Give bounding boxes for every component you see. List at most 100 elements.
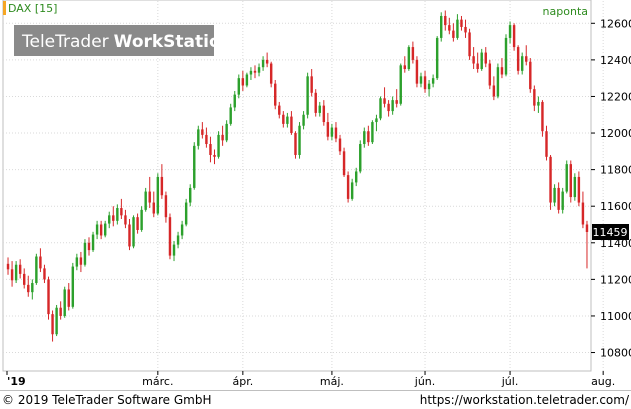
candle [537, 96, 540, 113]
candle-body [55, 307, 58, 335]
candle-body [411, 47, 415, 60]
candle [334, 122, 338, 143]
candle [176, 231, 180, 249]
candlestick-chart: 10800 11000 11200 11400 11600 11800 12000 12200… [2, 0, 631, 388]
candle-body [27, 284, 30, 293]
candle-body [476, 63, 479, 70]
candle-body [375, 118, 378, 123]
last-value-marker: 11459 [592, 223, 629, 240]
candle [253, 65, 257, 79]
source-url[interactable]: https://workstation.teletrader.com/ [419, 393, 629, 407]
candle [302, 111, 305, 130]
candle-body [322, 105, 326, 123]
candle [217, 131, 220, 159]
candle [359, 140, 362, 174]
candle [35, 253, 38, 285]
candle-body [120, 208, 123, 216]
candle-body [132, 217, 135, 247]
candle [71, 262, 75, 309]
candle-body [63, 289, 66, 316]
candle-body [520, 56, 524, 71]
candle [249, 67, 253, 80]
candle [488, 59, 492, 90]
candle [585, 220, 589, 269]
symbol-label[interactable]: DAX [15] [8, 2, 57, 15]
candle [51, 310, 54, 342]
candle [354, 167, 358, 187]
candle-body [14, 264, 18, 281]
candle [322, 100, 326, 126]
candle-body [326, 122, 330, 137]
candle-body [225, 123, 228, 141]
candle [116, 204, 119, 225]
candle-body [172, 244, 176, 256]
candle-body [407, 47, 411, 70]
candle [363, 127, 366, 148]
candle [367, 125, 370, 146]
candle [496, 63, 500, 99]
candle-body [95, 224, 99, 235]
candle [338, 134, 342, 155]
candle [427, 79, 431, 97]
candle [480, 48, 483, 71]
copyright-text: © 2019 TeleTrader Software GmbH [2, 393, 212, 407]
candle-body [294, 133, 297, 155]
candle [120, 198, 123, 220]
candle [326, 112, 330, 141]
candle-body [116, 208, 119, 221]
candle [516, 45, 520, 75]
candle-body [367, 131, 370, 143]
candle-body [427, 83, 431, 90]
candle [286, 112, 289, 128]
candle-body [484, 52, 487, 64]
candle-body [184, 202, 188, 225]
candle [533, 85, 536, 112]
interval-label[interactable]: naponta [543, 5, 588, 18]
candle-body [387, 103, 390, 112]
candle [541, 100, 544, 137]
y-axis: 10800 11000 11200 11400 11600 11800 12000 12200… [591, 17, 631, 360]
candle [164, 191, 168, 223]
candle-body [379, 98, 382, 119]
candle [265, 52, 269, 68]
candle [132, 215, 135, 249]
candle [383, 87, 386, 108]
x-tick-label: márc. [142, 375, 173, 388]
candle-body [541, 101, 544, 132]
candle [79, 251, 83, 273]
y-tick-label: 12400 [600, 54, 631, 67]
candle [237, 74, 241, 99]
candle [99, 220, 103, 240]
candle [128, 219, 131, 251]
candle-body [156, 176, 160, 214]
candle-body [193, 145, 196, 188]
candle-body [253, 70, 257, 73]
candle [314, 89, 317, 117]
candle-body [533, 89, 536, 106]
candle-body [334, 127, 338, 139]
candle-body [302, 114, 305, 126]
candle-body [496, 67, 500, 97]
candle [269, 61, 273, 88]
candle [399, 63, 402, 106]
candle-body [6, 263, 10, 270]
x-tick-label: '19 [7, 375, 26, 388]
candle-body [298, 125, 301, 155]
candle [274, 79, 277, 110]
candle [124, 209, 127, 229]
candle [557, 182, 560, 214]
candle [233, 90, 236, 112]
candle-body [112, 215, 115, 221]
candle [472, 47, 475, 70]
candle-body [399, 65, 402, 104]
candle [290, 111, 293, 135]
candle-body [545, 131, 548, 157]
candle [91, 231, 95, 252]
candle [508, 21, 512, 44]
candle [577, 171, 581, 207]
gridlines [3, 1, 604, 371]
candle-body [180, 224, 184, 236]
candle-body [565, 164, 568, 192]
candle-body [314, 92, 317, 113]
candle [500, 58, 504, 79]
